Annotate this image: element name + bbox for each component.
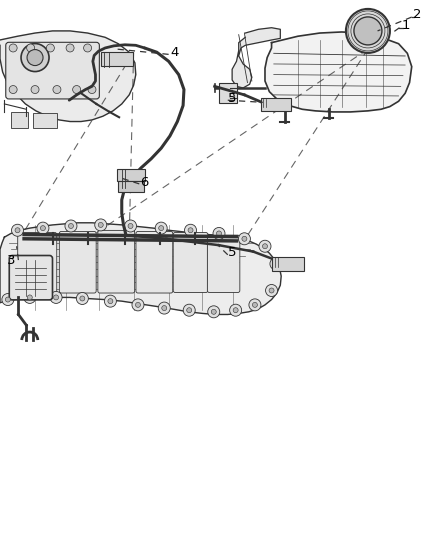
Polygon shape <box>265 32 412 112</box>
Circle shape <box>27 295 32 300</box>
Circle shape <box>269 288 274 293</box>
Circle shape <box>354 17 382 45</box>
Circle shape <box>27 50 43 66</box>
Circle shape <box>184 224 197 236</box>
Circle shape <box>76 293 88 304</box>
Circle shape <box>9 85 17 94</box>
FancyBboxPatch shape <box>59 231 96 293</box>
Text: 4: 4 <box>170 46 178 59</box>
Circle shape <box>21 44 49 71</box>
Circle shape <box>242 236 247 241</box>
Circle shape <box>24 292 36 303</box>
FancyBboxPatch shape <box>207 235 240 293</box>
Circle shape <box>135 302 141 308</box>
Circle shape <box>273 261 279 266</box>
Bar <box>101 52 133 66</box>
Circle shape <box>88 85 96 94</box>
Circle shape <box>11 224 24 236</box>
Circle shape <box>270 258 282 270</box>
Circle shape <box>259 240 271 252</box>
Circle shape <box>155 222 167 234</box>
Circle shape <box>9 44 17 52</box>
Bar <box>219 83 237 103</box>
Circle shape <box>159 225 164 231</box>
Circle shape <box>2 294 14 305</box>
FancyBboxPatch shape <box>173 232 208 293</box>
Circle shape <box>31 85 39 94</box>
Circle shape <box>249 299 261 311</box>
Circle shape <box>346 9 390 53</box>
Circle shape <box>208 306 220 318</box>
Circle shape <box>188 228 193 233</box>
Circle shape <box>233 308 238 313</box>
Circle shape <box>84 44 92 52</box>
Circle shape <box>66 44 74 52</box>
FancyBboxPatch shape <box>18 232 57 293</box>
Circle shape <box>95 219 107 231</box>
Bar <box>11 112 28 128</box>
Circle shape <box>162 305 167 311</box>
Circle shape <box>104 295 117 307</box>
Circle shape <box>15 228 20 233</box>
Polygon shape <box>232 28 280 88</box>
FancyBboxPatch shape <box>6 42 99 99</box>
Circle shape <box>124 220 137 232</box>
Text: 1: 1 <box>401 19 410 32</box>
Polygon shape <box>0 31 136 122</box>
FancyBboxPatch shape <box>9 255 53 300</box>
Circle shape <box>53 85 61 94</box>
Circle shape <box>65 220 77 232</box>
Circle shape <box>132 299 144 311</box>
Circle shape <box>262 244 268 249</box>
Circle shape <box>128 223 133 229</box>
Bar <box>261 98 290 111</box>
Text: 5: 5 <box>228 92 236 105</box>
Circle shape <box>27 44 35 52</box>
Circle shape <box>80 296 85 301</box>
Bar <box>118 181 144 192</box>
Text: 3: 3 <box>7 254 15 266</box>
FancyBboxPatch shape <box>98 230 135 293</box>
Circle shape <box>211 309 216 314</box>
Circle shape <box>46 44 54 52</box>
Circle shape <box>37 222 49 234</box>
Circle shape <box>53 295 59 300</box>
Circle shape <box>213 228 225 239</box>
Bar <box>272 257 304 271</box>
Circle shape <box>230 304 242 316</box>
Circle shape <box>98 222 103 228</box>
Circle shape <box>40 225 46 231</box>
Text: 2: 2 <box>413 9 422 21</box>
Text: 6: 6 <box>140 176 148 189</box>
Circle shape <box>73 85 81 94</box>
FancyBboxPatch shape <box>136 231 173 293</box>
Circle shape <box>50 292 62 303</box>
Circle shape <box>68 223 74 229</box>
Circle shape <box>158 302 170 314</box>
Circle shape <box>108 298 113 304</box>
Circle shape <box>252 302 258 308</box>
Circle shape <box>216 231 222 236</box>
Circle shape <box>5 297 11 302</box>
Circle shape <box>183 304 195 316</box>
Bar <box>33 113 57 128</box>
Circle shape <box>238 233 251 245</box>
Text: 5: 5 <box>228 246 236 259</box>
Bar <box>117 169 145 182</box>
Circle shape <box>265 285 278 296</box>
Polygon shape <box>0 223 281 314</box>
Circle shape <box>187 308 192 313</box>
